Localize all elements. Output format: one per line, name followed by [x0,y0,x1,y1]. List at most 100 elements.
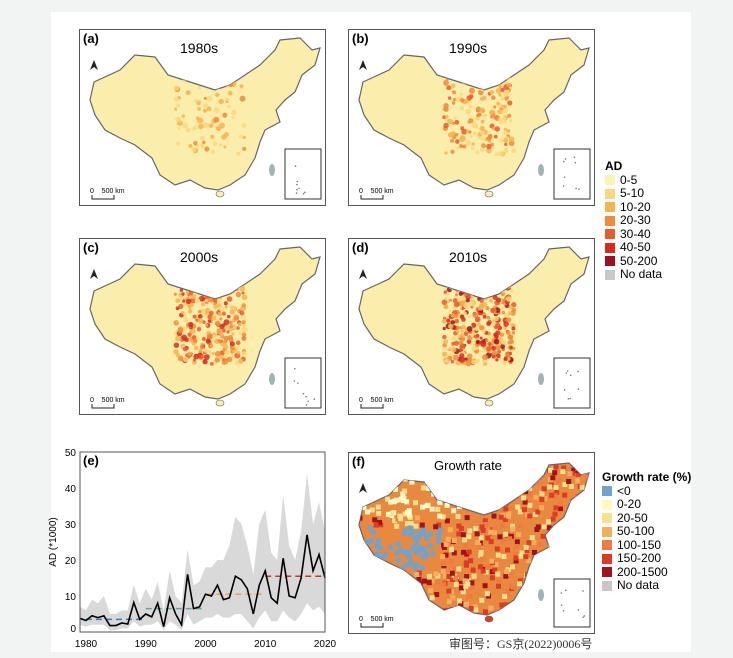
legend-label: No data [620,267,663,281]
legend-item: 10-20 [605,199,662,215]
y-axis-label: AD (*1000) [48,517,59,566]
legend-item: 200-1500 [602,564,691,580]
legend-swatch [605,269,615,280]
x-tick-label: 2000 [194,639,217,650]
y-tick-label: 50 [65,448,77,459]
legend-swatch [602,513,612,524]
panel-label: (d) [352,240,369,255]
legend-label: 0-20 [617,497,642,511]
legend-swatch [605,202,615,213]
map-panel-2010s: (d) 2010s 0 500 km [348,238,595,415]
legend-swatch [602,486,612,497]
legend-label: 20-50 [617,510,648,525]
legend-item: 20-50 [602,510,691,526]
legend-swatch [605,175,615,186]
north-arrow-icon [90,269,98,279]
ad-legend-title: AD [605,159,623,173]
legend-item: 0-5 [605,172,662,188]
china-map [89,37,322,200]
panel-title: 2000s [180,249,219,265]
legend-swatch [602,540,612,551]
mean-series-line [79,534,326,628]
y-tick-label: 0 [70,624,76,635]
china-map [358,462,591,628]
panel-label: (e) [83,453,99,468]
scale-bar-label: 0 500 km [359,397,394,404]
map-approval-number: 审图号：GS京(2022)0006号 [449,637,593,651]
legend-item: 150-200 [602,551,691,566]
scale-bar-label: 0 500 km [359,188,394,195]
legend-swatch [602,553,612,564]
uncertainty-band [80,473,325,631]
north-arrow-icon [90,60,98,70]
legend-label: 200-1500 [617,564,668,579]
panel-label: (b) [352,31,369,46]
x-tick-label: 1980 [75,639,98,650]
north-arrow-icon [359,269,367,279]
legend-item: 40-50 [605,240,662,255]
legend-label: 0-5 [620,172,638,187]
x-tick-label: 2020 [314,639,336,650]
panel-title: 1990s [449,40,488,56]
x-tick-label: 1990 [135,639,158,650]
legend-label: 150-200 [617,551,662,565]
china-map [358,246,591,409]
legend-swatch [602,580,612,591]
legend-label: 40-50 [620,240,651,254]
north-arrow-icon [359,60,367,70]
legend-label: 50-200 [620,253,658,268]
china-map [89,246,322,409]
legend-label: 20-30 [620,213,651,227]
panel-title: 2010s [449,249,488,265]
legend-label: 30-40 [620,226,651,241]
panel-label: (c) [83,240,99,255]
legend-item: 30-40 [605,226,662,242]
scale-bar-label: 0 500 km [359,616,394,623]
legend-swatch [602,526,612,537]
scale-bar-label: 0 500 km [90,188,125,195]
legend-swatch [602,567,612,578]
map-panel-growth-rate: (f) Growth rate 0 500 km [348,452,595,634]
map-panel-1990s: (b) 1990s 0 500 km [348,29,595,206]
legend-swatch [605,256,615,267]
legend-item: 100-150 [602,537,691,553]
legend-label: 100-150 [617,537,662,552]
panel-title: Growth rate [434,458,502,473]
legend-item: 5-10 [605,186,662,201]
legend-swatch [605,215,615,226]
growth-legend: Growth rate (%) <0 0-20 20-50 50-100 100-150… [602,470,692,593]
panel-label: (f) [352,454,365,469]
legend-label: 5-10 [620,186,645,200]
legend-label: 10-20 [620,199,651,214]
growth-legend-title: Growth rate (%) [602,470,692,484]
y-tick-label: 40 [65,484,77,495]
china-map [358,37,591,200]
legend-item: 50-100 [602,524,691,539]
x-tick-label: 2010 [254,639,277,650]
legend-item: 20-30 [605,213,662,228]
legend-item: 50-200 [605,253,662,269]
scale-bar-label: 0 500 km [90,397,125,404]
y-tick-label: 20 [65,556,77,567]
ad-legend: AD 0-5 5-10 10-20 20-30 30-40 40-50 50-200 No d… [605,159,663,282]
legend-swatch [605,242,615,253]
panel-label: (a) [83,31,99,46]
y-tick-label: 10 [65,592,77,603]
legend-label: No data [617,578,660,592]
plot-frame [79,451,326,633]
north-arrow-icon [359,483,367,493]
legend-label: 50-100 [617,524,655,538]
legend-item: 0-20 [602,497,691,512]
map-panel-1980s: (a) 1980s 0 500 km [79,29,326,206]
y-tick-label: 30 [65,520,77,531]
legend-swatch [605,188,615,199]
ad-time-series-chart: 1980 1990 2000 2010 2020 0 10 20 30 40 50 AD (*1000… [48,448,336,650]
legend-item: <0 [602,483,691,499]
map-panel-2000s: (c) 2000s 0 500 km [79,238,326,415]
panel-title: 1980s [180,40,219,56]
legend-swatch [605,229,615,240]
legend-item: No data [605,267,663,282]
legend-swatch [602,499,612,510]
legend-label: <0 [617,483,631,498]
legend-item: No data [602,578,691,593]
